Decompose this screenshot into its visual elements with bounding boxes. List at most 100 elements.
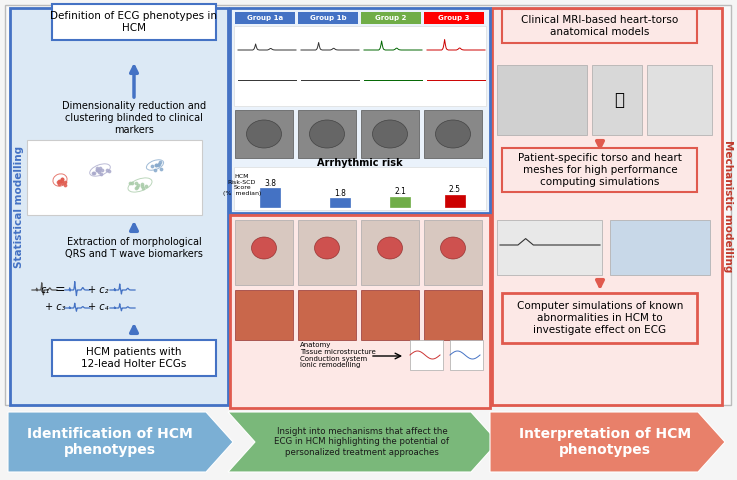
Bar xyxy=(234,26,486,106)
Bar xyxy=(424,220,482,285)
Text: Interpretation of HCM
phenotypes: Interpretation of HCM phenotypes xyxy=(519,427,691,457)
Point xyxy=(150,161,162,168)
Text: 2.1: 2.1 xyxy=(394,187,406,196)
Text: Mechanistic modelling: Mechanistic modelling xyxy=(723,140,733,273)
Point xyxy=(150,161,162,168)
Point xyxy=(53,180,65,188)
Point xyxy=(59,179,71,186)
Bar xyxy=(52,340,217,376)
Point xyxy=(91,167,103,174)
Bar xyxy=(503,9,697,43)
Point xyxy=(140,182,152,190)
Text: =: = xyxy=(55,284,66,297)
Text: Statistical modelling: Statistical modelling xyxy=(14,145,24,267)
Text: Extraction of morphological
QRS and T wave biomarkers: Extraction of morphological QRS and T wa… xyxy=(65,237,203,259)
Point xyxy=(87,169,99,177)
Ellipse shape xyxy=(436,120,470,148)
Point xyxy=(126,179,138,186)
Point xyxy=(130,179,142,187)
Text: Group 3: Group 3 xyxy=(439,15,469,21)
Bar xyxy=(450,340,483,370)
Bar xyxy=(234,167,486,210)
Bar xyxy=(235,290,293,340)
Bar xyxy=(230,215,490,408)
Text: Group 2: Group 2 xyxy=(375,15,407,21)
Text: Patient-specific torso and heart
meshes for high performance
computing simulatio: Patient-specific torso and heart meshes … xyxy=(518,154,682,187)
Point xyxy=(56,177,68,185)
Bar xyxy=(424,290,482,340)
Point xyxy=(153,161,164,169)
Point xyxy=(149,166,161,174)
Bar xyxy=(260,188,280,207)
Text: Arrhythmic risk: Arrhythmic risk xyxy=(317,158,403,168)
Text: Group 1a: Group 1a xyxy=(247,15,283,21)
Bar xyxy=(298,290,356,340)
Ellipse shape xyxy=(246,120,282,148)
Bar xyxy=(503,293,697,343)
Text: Dimensionality reduction and
clustering blinded to clinical
markers: Dimensionality reduction and clustering … xyxy=(62,101,206,134)
Text: + c₃: + c₃ xyxy=(45,302,66,312)
Bar xyxy=(424,12,484,24)
Point xyxy=(93,166,105,173)
Point xyxy=(147,162,158,169)
Bar xyxy=(235,110,293,158)
Point xyxy=(138,184,150,192)
Point xyxy=(91,166,103,173)
Bar xyxy=(497,220,602,275)
Text: Clinical MRI-based heart-torso
anatomical models: Clinical MRI-based heart-torso anatomica… xyxy=(521,15,679,37)
Bar xyxy=(592,65,642,135)
Bar xyxy=(424,110,482,158)
Point xyxy=(130,184,142,192)
Text: 1.8: 1.8 xyxy=(334,189,346,197)
Bar xyxy=(52,4,217,40)
Bar xyxy=(361,220,419,285)
Ellipse shape xyxy=(315,237,340,259)
Bar xyxy=(330,198,350,207)
Bar xyxy=(27,140,202,215)
Point xyxy=(96,166,108,173)
Bar xyxy=(298,110,356,158)
Text: + c₂: + c₂ xyxy=(88,285,108,295)
Point xyxy=(136,182,147,190)
Bar xyxy=(390,196,410,207)
Bar xyxy=(235,12,295,24)
Point xyxy=(54,177,66,185)
Point xyxy=(153,160,165,168)
Bar xyxy=(298,12,358,24)
Point xyxy=(125,179,136,187)
Text: Insight into mechanisms that affect the
ECG in HCM highlighting the potential of: Insight into mechanisms that affect the … xyxy=(274,427,450,457)
Text: HCM patients with
12-lead Holter ECGs: HCM patients with 12-lead Holter ECGs xyxy=(81,347,186,369)
Bar xyxy=(410,340,443,370)
Point xyxy=(52,179,64,186)
Bar xyxy=(503,148,697,192)
Bar xyxy=(361,110,419,158)
Polygon shape xyxy=(8,412,233,472)
Bar xyxy=(230,8,490,213)
Point xyxy=(88,169,100,177)
Ellipse shape xyxy=(251,237,276,259)
Bar xyxy=(610,220,710,275)
Ellipse shape xyxy=(377,237,402,259)
Text: HCM
Risk-SCD
Score
(%  median): HCM Risk-SCD Score (% median) xyxy=(223,174,261,196)
Point xyxy=(94,170,106,178)
Text: Anatomy
Tissue microstructure
Conduction system
Ionic remodelling: Anatomy Tissue microstructure Conduction… xyxy=(300,341,376,369)
Point xyxy=(56,180,68,187)
Polygon shape xyxy=(228,412,498,472)
Point xyxy=(91,165,103,172)
Point xyxy=(156,165,167,172)
Point xyxy=(101,166,113,174)
Bar xyxy=(445,194,465,207)
Text: Computer simulations of known
abnormalities in HCM to
investigate effect on ECG: Computer simulations of known abnormalit… xyxy=(517,301,683,335)
Bar xyxy=(492,8,722,405)
Text: 🫀: 🫀 xyxy=(614,91,624,109)
Point xyxy=(136,180,148,188)
Text: Identification of HCM
phenotypes: Identification of HCM phenotypes xyxy=(27,427,193,457)
Point xyxy=(59,181,71,189)
Point xyxy=(93,168,105,176)
Point xyxy=(56,176,68,183)
Point xyxy=(94,165,106,172)
Ellipse shape xyxy=(310,120,344,148)
Text: 2.5: 2.5 xyxy=(449,185,461,194)
Text: + c₄: + c₄ xyxy=(88,302,108,312)
Point xyxy=(131,183,143,191)
